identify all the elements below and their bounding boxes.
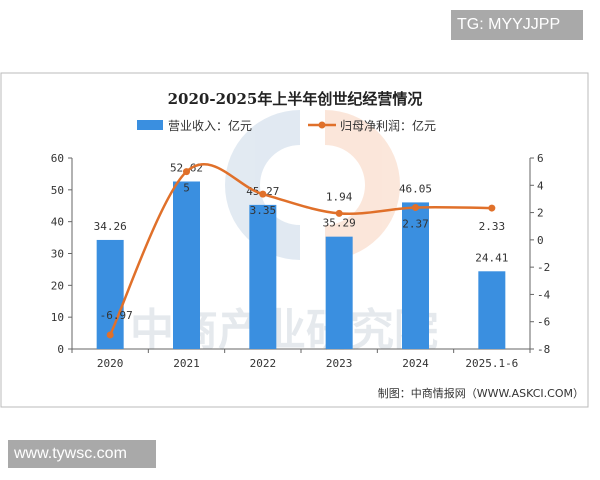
bar-value-label: 35.29	[323, 217, 356, 230]
y-left-tick-label: 0	[57, 343, 64, 356]
x-tick-label: 2020	[97, 357, 124, 370]
y-left-tick-label: 40	[51, 216, 64, 229]
bar	[402, 202, 429, 349]
top-watermark-label: TG: MYYJJPP	[451, 10, 583, 40]
bar-value-label: 52.62	[170, 161, 203, 174]
chart-title: 2020-2025年上半年创世纪经营情况	[168, 90, 423, 108]
bar	[96, 239, 124, 349]
bottom-watermark-label: www.tywsc.com	[8, 440, 156, 468]
line-point	[259, 190, 267, 198]
line-point	[412, 204, 419, 212]
y-right-tick-label: 0	[537, 234, 544, 247]
x-tick-label: 2023	[326, 357, 353, 370]
line-value-label: 2.33	[479, 220, 506, 233]
y-right-tick-label: -4	[537, 288, 551, 301]
bar-value-label: 34.26	[94, 220, 127, 233]
bar	[173, 181, 200, 349]
x-tick-label: 2021	[173, 357, 200, 370]
line-point	[335, 209, 343, 217]
line-value-label: 5	[183, 182, 190, 195]
y-right-tick-label: -8	[537, 343, 550, 356]
line-point	[106, 331, 114, 339]
y-right-tick-label: 6	[537, 152, 544, 165]
legend-line-label: 归母净利润：亿元	[340, 118, 436, 133]
line-value-label: 1.94	[326, 190, 353, 203]
bar	[249, 204, 277, 349]
legend-bar-label: 营业收入：亿元	[168, 118, 252, 133]
y-right-tick-label: 2	[537, 207, 544, 220]
bar-value-label: 24.41	[475, 251, 508, 264]
legend-line-marker	[318, 121, 326, 129]
source-note: 制图：中商情报网（WWW.ASKCI.COM）	[378, 386, 584, 400]
y-left-tick-label: 10	[51, 311, 64, 324]
line-point	[183, 168, 190, 176]
y-right-tick-label: -6	[537, 316, 550, 329]
x-tick-label: 2025.1-6	[465, 357, 518, 370]
y-right-tick-label: 4	[537, 179, 544, 192]
line-value-label: 3.35	[250, 204, 277, 217]
line-value-label: 2.37	[402, 218, 429, 231]
line-value-label: -6.97	[100, 309, 133, 322]
x-tick-label: 2024	[402, 357, 429, 370]
legend-bar-swatch	[137, 120, 163, 130]
y-left-tick-label: 50	[51, 184, 64, 197]
x-tick-label: 2022	[250, 357, 277, 370]
bar-value-label: 46.05	[399, 182, 432, 195]
bar	[478, 271, 506, 349]
bar	[325, 236, 353, 349]
legend: 营业收入：亿元 归母净利润：亿元	[137, 118, 436, 133]
line-point	[488, 204, 496, 212]
y-left-tick-label: 30	[51, 248, 64, 261]
y-right-tick-label: -2	[537, 261, 550, 274]
y-left-tick-label: 20	[51, 279, 64, 292]
y-left-tick-label: 60	[51, 152, 64, 165]
